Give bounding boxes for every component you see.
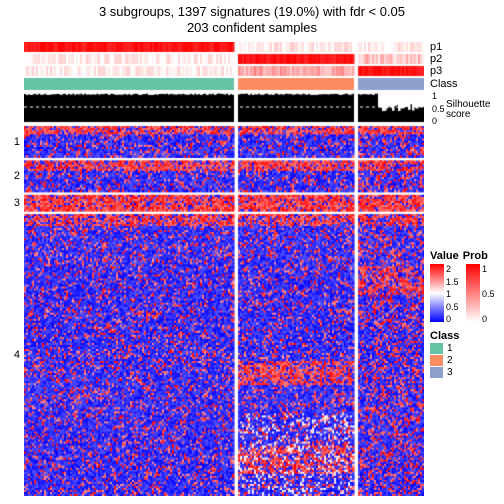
row-block-label-4: 4 <box>2 349 20 361</box>
legend-class-item-2: 2 <box>430 355 502 366</box>
legend-value-ticks: 21.510.50 <box>444 264 462 322</box>
row-block-label-1: 1 <box>2 136 20 148</box>
legend-prob-title: Prob <box>463 250 493 262</box>
row-block-label-3: 3 <box>2 197 20 209</box>
row-block-label-2: 2 <box>2 170 20 182</box>
annot-label-p3: p3 <box>430 65 442 77</box>
legend-value-gradient <box>430 264 444 322</box>
legend-class-title: Class <box>430 330 502 342</box>
legend-value-title: Value <box>430 250 460 262</box>
legend-prob-ticks: 10.50 <box>480 264 498 322</box>
title-block: 3 subgroups, 1397 signatures (19.0%) wit… <box>0 0 504 37</box>
title-line2: 203 confident samples <box>0 20 504 36</box>
heatmap-canvas <box>24 42 424 496</box>
legend-class-item-1: 1 <box>430 343 502 354</box>
title-line1: 3 subgroups, 1397 signatures (19.0%) wit… <box>0 4 504 20</box>
legend-value-prob: Value Prob 21.510.50 10.50 <box>430 250 502 322</box>
figure: 3 subgroups, 1397 signatures (19.0%) wit… <box>0 0 504 504</box>
legend-class-items: 123 <box>430 343 502 378</box>
plot-area <box>24 42 424 496</box>
annot-label-p1: p1 <box>430 41 442 53</box>
annot-label-p2: p2 <box>430 53 442 65</box>
legend-class: Class 123 <box>430 330 502 378</box>
legend-prob-gradient <box>466 264 480 322</box>
legend-class-item-3: 3 <box>430 367 502 378</box>
legends: Value Prob 21.510.50 10.50 Class 123 <box>430 250 502 386</box>
annot-label-class: Class <box>430 78 458 90</box>
